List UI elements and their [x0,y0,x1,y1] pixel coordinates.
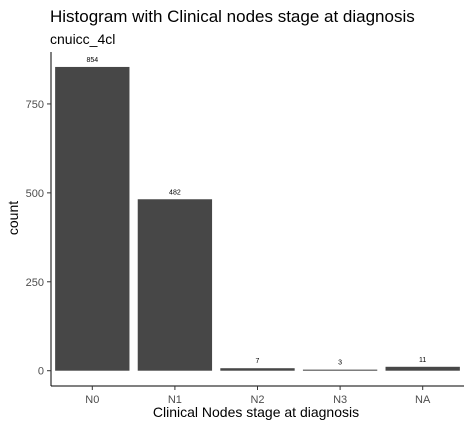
x-tick-label: N3 [333,394,347,406]
bar-n3 [302,369,378,371]
x-tick-label: NA [415,394,431,406]
x-ticks-group: N0 N1 N2 N3 NA [85,386,431,406]
data-label-n3: 3 [338,360,342,367]
y-tick-label: 250 [26,277,44,289]
bar-n0 [55,66,130,371]
y-tick-label: 0 [38,366,44,378]
y-tick-label: 500 [26,188,44,200]
x-tick-label: N1 [168,394,182,406]
bars-group [55,66,460,371]
y-tick-label: 750 [26,99,44,111]
chart-title: Histogram with Clinical nodes stage at d… [50,7,415,26]
chart-subtitle: cnuicc_4cl [50,31,115,47]
data-label-n1: 482 [169,189,181,196]
data-label-n2: 7 [256,358,260,365]
x-axis-title: Clinical Nodes stage at diagnosis [153,404,359,420]
bar-n1 [137,199,213,371]
bar-n2 [220,368,295,371]
x-tick-label: N2 [250,394,264,406]
data-label-na: 11 [419,357,426,364]
data-label-n0: 854 [86,57,98,64]
x-tick-label: N0 [85,394,99,406]
y-axis-title: count [5,201,21,235]
data-labels-group: 854 482 7 3 11 [86,57,426,367]
bar-na [385,366,460,371]
y-ticks-group: 0 250 500 750 [26,99,51,378]
